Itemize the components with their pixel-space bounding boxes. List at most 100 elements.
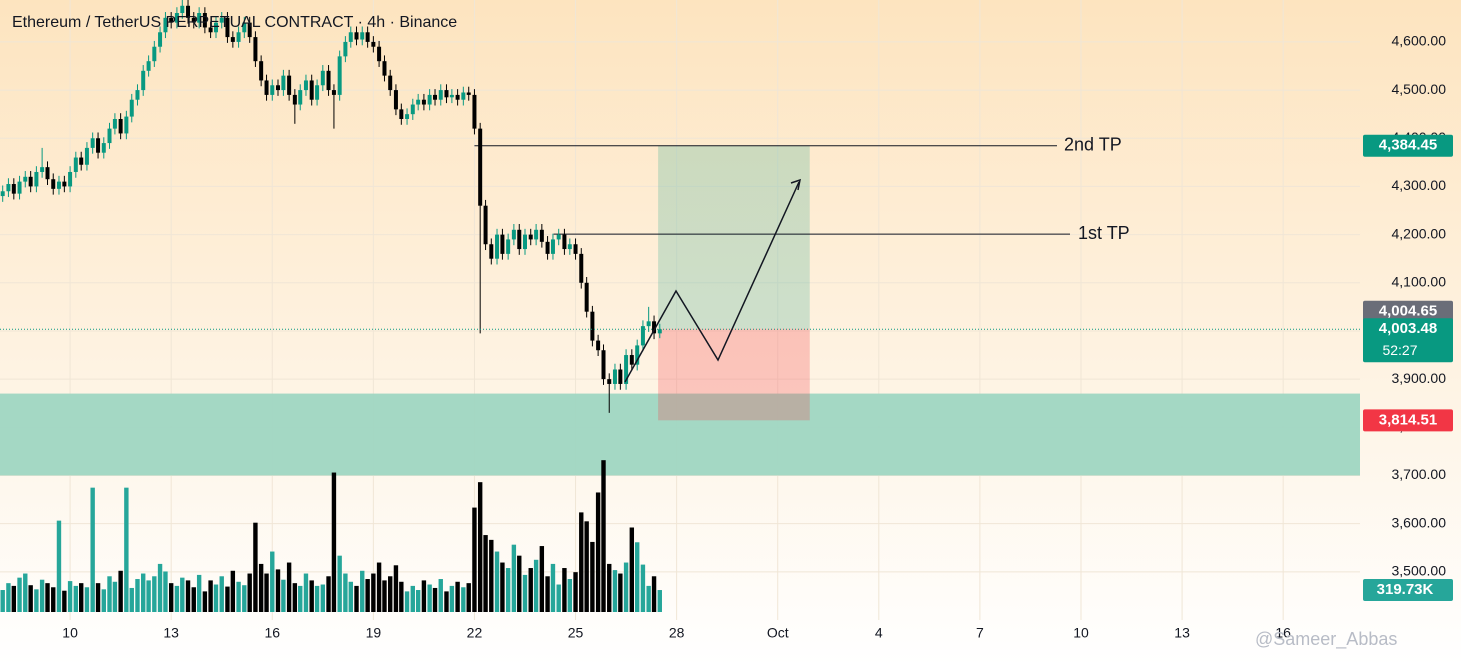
candle-body xyxy=(270,85,275,95)
volume-bar xyxy=(410,585,415,612)
candle-body xyxy=(174,13,179,23)
volume-bar xyxy=(292,583,298,612)
x-tick-label: 10 xyxy=(1073,625,1089,641)
candle-body xyxy=(6,184,11,192)
candle-body xyxy=(236,32,241,42)
candle-body xyxy=(202,13,207,28)
countdown: 52:27 xyxy=(1382,342,1417,358)
volume-bar xyxy=(84,587,90,612)
volume-bar xyxy=(562,568,567,612)
volume-bar xyxy=(438,579,443,612)
candle-body xyxy=(511,229,516,240)
y-tick-label: 4,200.00 xyxy=(1392,225,1447,241)
volume-bar xyxy=(314,585,320,612)
candle-body xyxy=(34,171,39,187)
candle-body xyxy=(208,27,213,33)
candle-body xyxy=(96,138,101,153)
volume-bar xyxy=(39,579,45,612)
candle-body xyxy=(371,41,376,47)
volume-bar xyxy=(62,590,67,612)
volume-bar xyxy=(163,571,168,612)
candle-body xyxy=(405,114,410,119)
candle-body xyxy=(455,94,460,100)
x-tick-label: 19 xyxy=(366,625,382,641)
price-tag xyxy=(1363,134,1453,157)
candle-body xyxy=(331,90,336,95)
volume-bar xyxy=(449,585,455,612)
candle-body xyxy=(528,234,533,240)
candle-body xyxy=(309,80,314,100)
volume-bar xyxy=(45,583,50,612)
candle-body xyxy=(640,326,645,346)
x-tick-label: Oct xyxy=(767,625,789,641)
volume-bar xyxy=(51,587,56,612)
volume-bar xyxy=(388,576,393,612)
y-tick-label: 3,500.00 xyxy=(1392,563,1447,579)
volume-bar xyxy=(472,507,477,612)
candle-body xyxy=(534,229,539,240)
volume-bar xyxy=(258,563,264,612)
candle-body xyxy=(275,85,280,91)
candle-body xyxy=(135,90,140,100)
candle-body xyxy=(410,104,415,115)
candle-body xyxy=(219,17,224,23)
volume-bar xyxy=(595,492,601,612)
candle-body xyxy=(90,138,95,148)
volume-bar xyxy=(264,573,269,612)
candle-body xyxy=(253,37,258,62)
volume-bar xyxy=(34,589,39,612)
volume-bar xyxy=(118,570,123,612)
candle-body xyxy=(28,176,33,187)
volume-bar xyxy=(584,521,589,612)
price-tag-label: 4,003.48 xyxy=(1379,320,1437,337)
volume-bar xyxy=(477,482,483,612)
candle-body xyxy=(112,118,117,129)
volume-bar xyxy=(101,589,106,612)
volume-bar xyxy=(393,565,399,612)
candle-body xyxy=(23,176,28,182)
volume-bar xyxy=(455,581,460,612)
candle-body xyxy=(213,22,218,33)
volume-bar xyxy=(500,562,505,612)
volume-bar xyxy=(191,587,196,612)
volume-bar xyxy=(242,585,247,612)
volume-bar xyxy=(213,584,219,612)
candle-body xyxy=(607,379,612,384)
volume-bar xyxy=(135,579,140,612)
candle-body xyxy=(343,41,348,57)
price-tag xyxy=(1363,300,1453,323)
candle-body xyxy=(421,99,426,105)
arrow-head xyxy=(790,178,801,191)
volume-bar xyxy=(152,576,157,612)
candle-body xyxy=(567,244,572,250)
x-tick-label: 7 xyxy=(976,625,984,641)
volume-bar xyxy=(281,579,286,612)
candle-body xyxy=(522,234,527,250)
y-tick-label: 4,100.00 xyxy=(1392,273,1447,289)
volume-bar xyxy=(90,487,95,612)
candle-body xyxy=(579,253,584,283)
watermark: @Sameer_Abbas xyxy=(1255,629,1397,650)
x-tick-label: 10 xyxy=(62,625,78,641)
volume-bar xyxy=(253,522,258,612)
candle-body xyxy=(495,234,500,259)
candle-body xyxy=(545,241,550,254)
volume-bar xyxy=(360,570,365,612)
candle-body xyxy=(326,70,331,91)
candle-body xyxy=(56,181,61,189)
volume-bar xyxy=(320,584,326,612)
volume-bar xyxy=(646,585,651,612)
y-tick-label: 4,600.00 xyxy=(1392,33,1447,49)
volume-bar xyxy=(601,460,606,612)
candle-body xyxy=(500,234,505,254)
volume-bar xyxy=(618,573,623,612)
volume-bar xyxy=(522,574,528,612)
price-tag xyxy=(1363,318,1453,363)
candle-body xyxy=(17,181,22,194)
volume-bar xyxy=(146,580,151,612)
candle-body xyxy=(11,184,16,194)
volume-bar xyxy=(219,576,224,612)
volume-bar xyxy=(129,587,134,612)
volume-bar xyxy=(483,535,488,612)
candle-body xyxy=(101,143,106,153)
